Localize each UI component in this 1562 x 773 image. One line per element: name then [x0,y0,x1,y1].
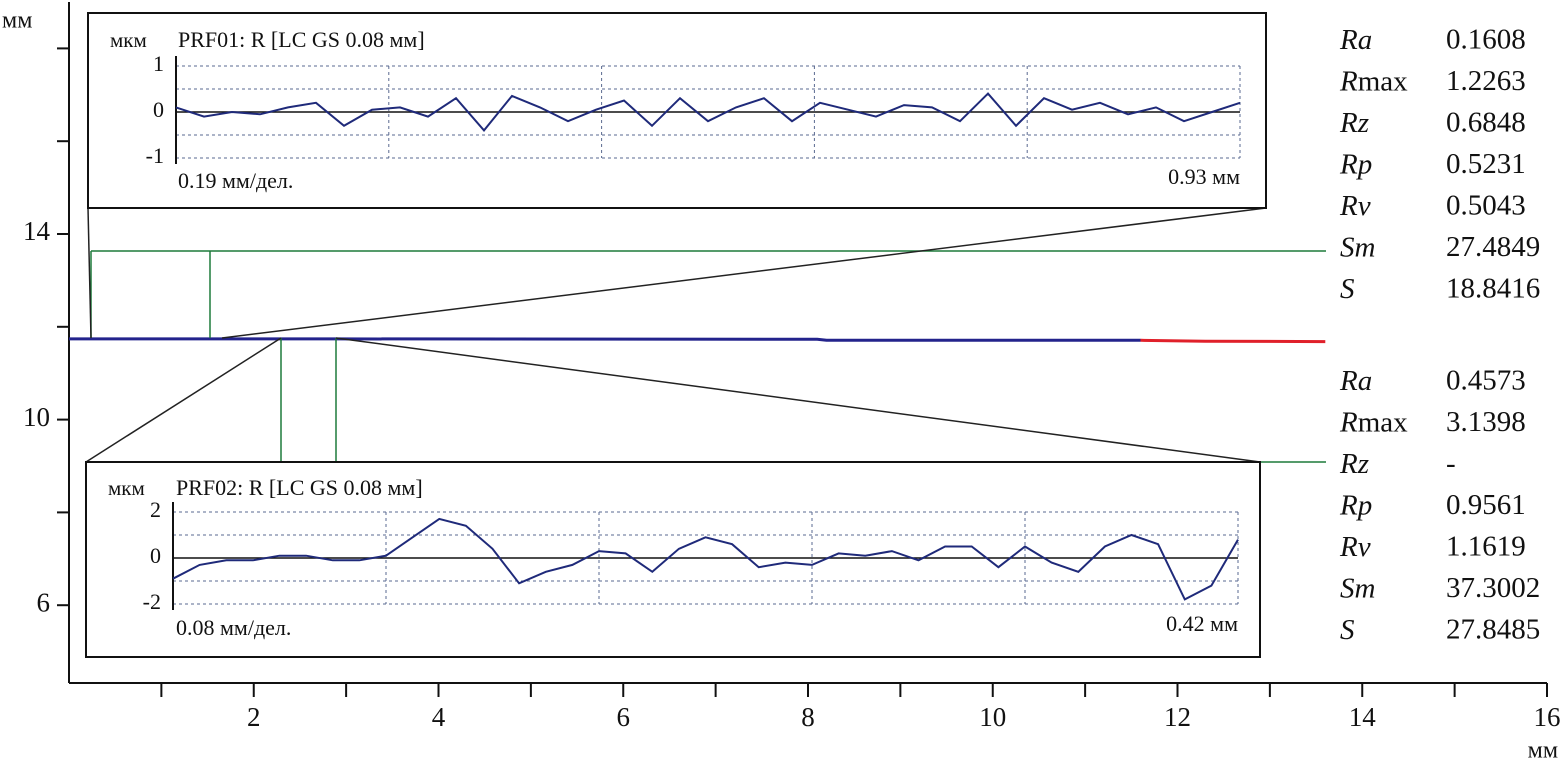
x-tick-label: 6 [617,702,631,732]
param-value: 1.1619 [1446,531,1526,563]
profile-line [69,337,1141,342]
param-name: Sm [1340,572,1375,604]
param-value: 18.8416 [1446,273,1540,305]
x-tick-label: 8 [801,702,815,732]
param-value: 0.5043 [1446,190,1526,222]
y-tick-label: 2 [150,497,161,522]
param-name: Ra [1339,24,1372,56]
y-axis-label: мм [2,8,32,34]
inset-length-label: 0.93 мм [1168,164,1240,189]
y-tick-label: 1 [153,51,164,76]
param-value: 37.3002 [1446,572,1540,604]
param-name: Rz [1339,107,1369,139]
inset-title: PRF01: R [LC GS 0.08 мм] [178,27,425,52]
param-value: 3.1398 [1446,406,1526,438]
x-tick-label: 14 [1349,702,1377,732]
param-value: - [1446,448,1456,480]
x-tick-label: 2 [247,702,261,732]
profile-trace [172,517,1239,601]
param-name: Rmax [1339,406,1408,438]
inset-frame [87,12,1267,209]
param-value: 0.9561 [1446,489,1526,521]
param-name: Ra [1339,365,1372,397]
param-name: S [1340,273,1355,305]
y-tick-label: 0 [153,97,164,122]
param-name: S [1340,614,1355,646]
param-name: Rv [1339,531,1371,563]
inset-y-label: мкм [108,476,145,500]
zoom-line [221,207,1267,339]
y-tick-label: 14 [23,216,51,246]
param-name: Sm [1340,231,1375,263]
param-value: 0.4573 [1446,365,1526,397]
inset-scale-label: 0.08 мм/дел. [176,615,291,640]
profile-trace [175,92,1241,132]
param-name: Rp [1339,148,1372,180]
inset-frame [85,461,1261,658]
y-tick-label: 6 [37,587,51,617]
y-tick-label: -1 [146,143,164,168]
inset-y-label: мкм [110,28,147,52]
zoom-line [335,337,1261,463]
x-tick-label: 10 [979,702,1006,732]
param-name: Rz [1339,448,1369,480]
param-value: 27.8485 [1446,614,1540,646]
profile-line [1140,338,1326,344]
param-value: 0.1608 [1446,24,1526,56]
inset-scale-label: 0.19 мм/дел. [178,168,293,193]
y-tick-label: 10 [23,402,50,432]
zoom-line [87,207,92,339]
y-tick-label: 0 [150,543,161,568]
x-tick-label: 12 [1164,702,1191,732]
zoom-guides [85,207,1326,463]
zoom-line [85,337,282,463]
x-tick-label: 16 [1534,702,1561,732]
x-axis-label: мм [1528,738,1558,764]
inset-length-label: 0.42 мм [1166,611,1238,636]
y-tick-label: -2 [143,589,161,614]
inset-title: PRF02: R [LC GS 0.08 мм] [176,475,423,500]
param-value: 0.6848 [1446,107,1526,139]
param-name: Rp [1339,489,1372,521]
param-value: 27.4849 [1446,231,1540,263]
x-tick-label: 4 [432,702,446,732]
param-value: 0.5231 [1446,148,1526,180]
param-value: 1.2263 [1446,65,1526,97]
param-name: Rmax [1339,65,1408,97]
param-name: Rv [1339,190,1371,222]
